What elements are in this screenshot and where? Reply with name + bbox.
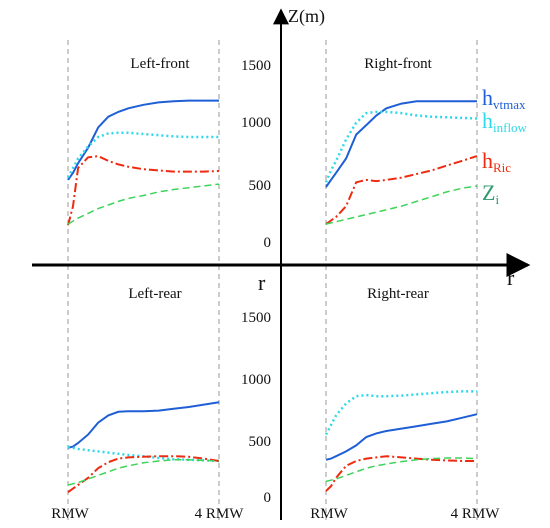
y-tick-label: 1500 (241, 310, 271, 326)
series-line-zi-3 (325, 457, 478, 483)
series-line-ric-1 (325, 155, 478, 225)
series-line-inflow-2 (67, 445, 220, 463)
x-label-4rmw-right: 4 RMW (451, 506, 501, 522)
r-axis-label-right: r (507, 265, 515, 290)
panel-title-left-front: Left-front (130, 56, 190, 72)
x-label-rmw-right: RMW (310, 506, 348, 522)
rmw-reference-lines (67, 40, 478, 520)
series-line-inflow-1 (324, 110, 478, 183)
series-line-zi-0 (67, 183, 220, 225)
y-tick-label: 1000 (241, 372, 271, 388)
y-ticks-bottom: 1500 1000 500 0 (241, 310, 271, 506)
y-ticks-top: 1500 1000 500 0 (241, 58, 271, 251)
legend-ric: hRic (482, 148, 511, 175)
series-line-inflow-0 (66, 131, 219, 179)
y-tick-label: 500 (249, 178, 272, 194)
series-layer (66, 99, 478, 494)
series-line-ric-0 (67, 155, 220, 226)
legend-inflow: hinflow (482, 108, 528, 135)
z-axis-label: Z(m) (288, 6, 325, 27)
series-line-zi-1 (325, 185, 478, 225)
r-axis-label-left: r (258, 270, 266, 295)
series-line-inflow-3 (324, 390, 477, 436)
panel-title-left-rear: Left-rear (128, 286, 181, 302)
series-line-ric-3 (325, 455, 477, 492)
legend-vtmax: hvtmax (482, 85, 526, 112)
series-line-vtmax-3 (325, 413, 478, 461)
panel-title-right-rear: Right-rear (367, 286, 429, 302)
x-label-4rmw-left: 4 RMW (195, 506, 245, 522)
legend-zi: Zi (482, 180, 499, 207)
y-tick-label: 1000 (241, 115, 271, 131)
x-label-rmw-left: RMW (51, 506, 89, 522)
series-line-ric-2 (67, 455, 220, 494)
y-tick-label: 0 (264, 235, 272, 251)
series-line-zi-2 (67, 459, 220, 486)
y-tick-label: 0 (264, 490, 272, 506)
panel-title-right-front: Right-front (364, 56, 432, 72)
series-line-vtmax-2 (67, 401, 220, 449)
y-tick-label: 500 (249, 434, 272, 450)
y-tick-label: 1500 (241, 58, 271, 74)
legend: hvtmax hinflow hRic Zi (482, 85, 528, 207)
series-line-vtmax-0 (67, 99, 219, 181)
